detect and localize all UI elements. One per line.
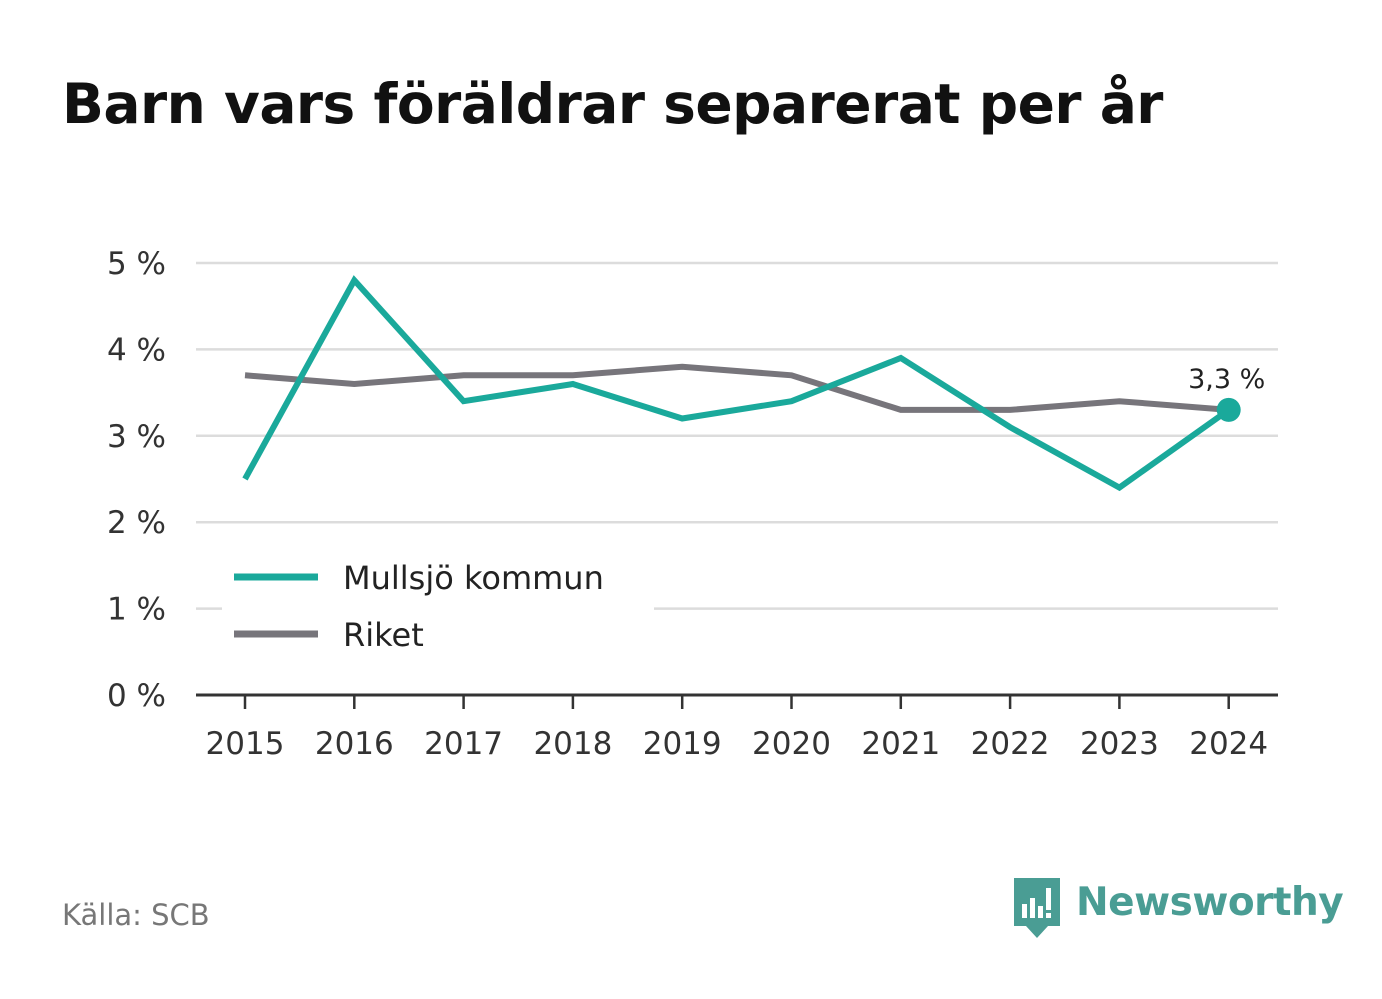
x-tick-label: 2024 [1189,726,1268,762]
y-tick-label: 5 % [107,246,166,282]
y-tick-label: 3 % [107,419,166,455]
legend-background [222,548,654,660]
x-tick-label: 2022 [971,726,1050,762]
end-point-marker [1216,397,1241,422]
x-tick-label: 2015 [206,726,285,762]
chart-title: Barn vars föräldrar separerat per år [62,72,1163,136]
end-annotation: 3,3 % [1188,364,1265,422]
legend-label: Mullsjö kommun [343,559,604,597]
y-tick-label: 4 % [107,332,166,368]
end-value-label: 3,3 % [1188,364,1265,395]
x-tick-label: 2021 [861,726,940,762]
y-tick-label: 2 % [107,505,166,541]
y-tick-label: 0 % [107,678,166,714]
x-tick-label: 2016 [315,726,394,762]
x-axis: 2015 2016 2017 2018 2019 2020 2021 2022 2023 2024 [196,693,1278,762]
newsworthy-logo-icon [1014,878,1060,938]
series-line [242,275,1231,492]
x-tick-label: 2023 [1080,726,1159,762]
y-tick-label: 1 % [107,592,166,628]
x-tick-label: 2019 [643,726,722,762]
x-tick-label: 2018 [533,726,612,762]
brand-name: Newsworthy [1076,880,1344,925]
series-lines [242,275,1231,492]
legend-label: Riket [343,616,424,654]
source-note: Källa: SCB [62,898,210,932]
x-tick-label: 2020 [752,726,831,762]
series-line [244,363,1229,413]
legend: Mullsjö kommun Riket [222,548,654,660]
x-tick-label: 2017 [424,726,503,762]
y-axis-labels: 0 % 1 % 2 % 3 % 4 % 5 % [107,246,166,714]
brand-logo: Newsworthy [1012,876,1344,940]
